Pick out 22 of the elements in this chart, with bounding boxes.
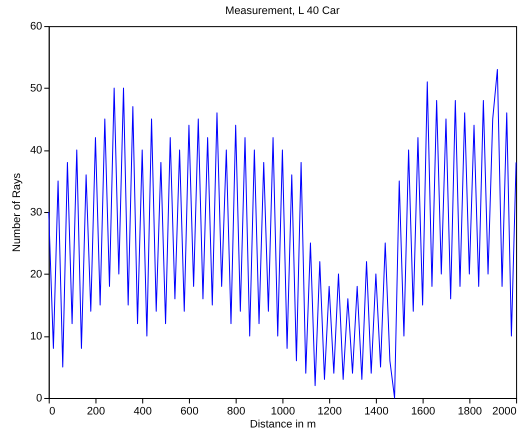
y-tick-label: 40 bbox=[30, 144, 42, 157]
line-series bbox=[48, 68, 517, 398]
x-tick-label: 1600 bbox=[410, 405, 436, 418]
y-tick-label: 60 bbox=[30, 20, 42, 33]
x-tick-label: 1800 bbox=[458, 405, 482, 418]
y-tick-label: 0 bbox=[36, 392, 42, 404]
x-tick-label: 1400 bbox=[364, 405, 389, 418]
y-axis-title: Number of Rays bbox=[11, 172, 24, 252]
y-tick-label: 10 bbox=[30, 330, 42, 342]
y-tick-label: 20 bbox=[30, 268, 42, 280]
x-tick-label: 2000 bbox=[492, 405, 517, 418]
x-tick-label: 400 bbox=[134, 405, 152, 418]
y-tick-label: 30 bbox=[30, 206, 42, 219]
x-tick-label: 0 bbox=[49, 405, 56, 418]
y-tick-label: 50 bbox=[30, 82, 42, 95]
x-tick-label: 1000 bbox=[270, 405, 296, 418]
chart-title: Measurement, L 40 Car bbox=[225, 5, 340, 18]
x-tick-label: 200 bbox=[86, 405, 106, 418]
x-tick-label: 800 bbox=[227, 405, 246, 418]
x-tick-label: 1200 bbox=[317, 405, 342, 418]
x-tick-label: 600 bbox=[180, 405, 199, 418]
x-axis-title: Distance in m bbox=[250, 418, 316, 430]
